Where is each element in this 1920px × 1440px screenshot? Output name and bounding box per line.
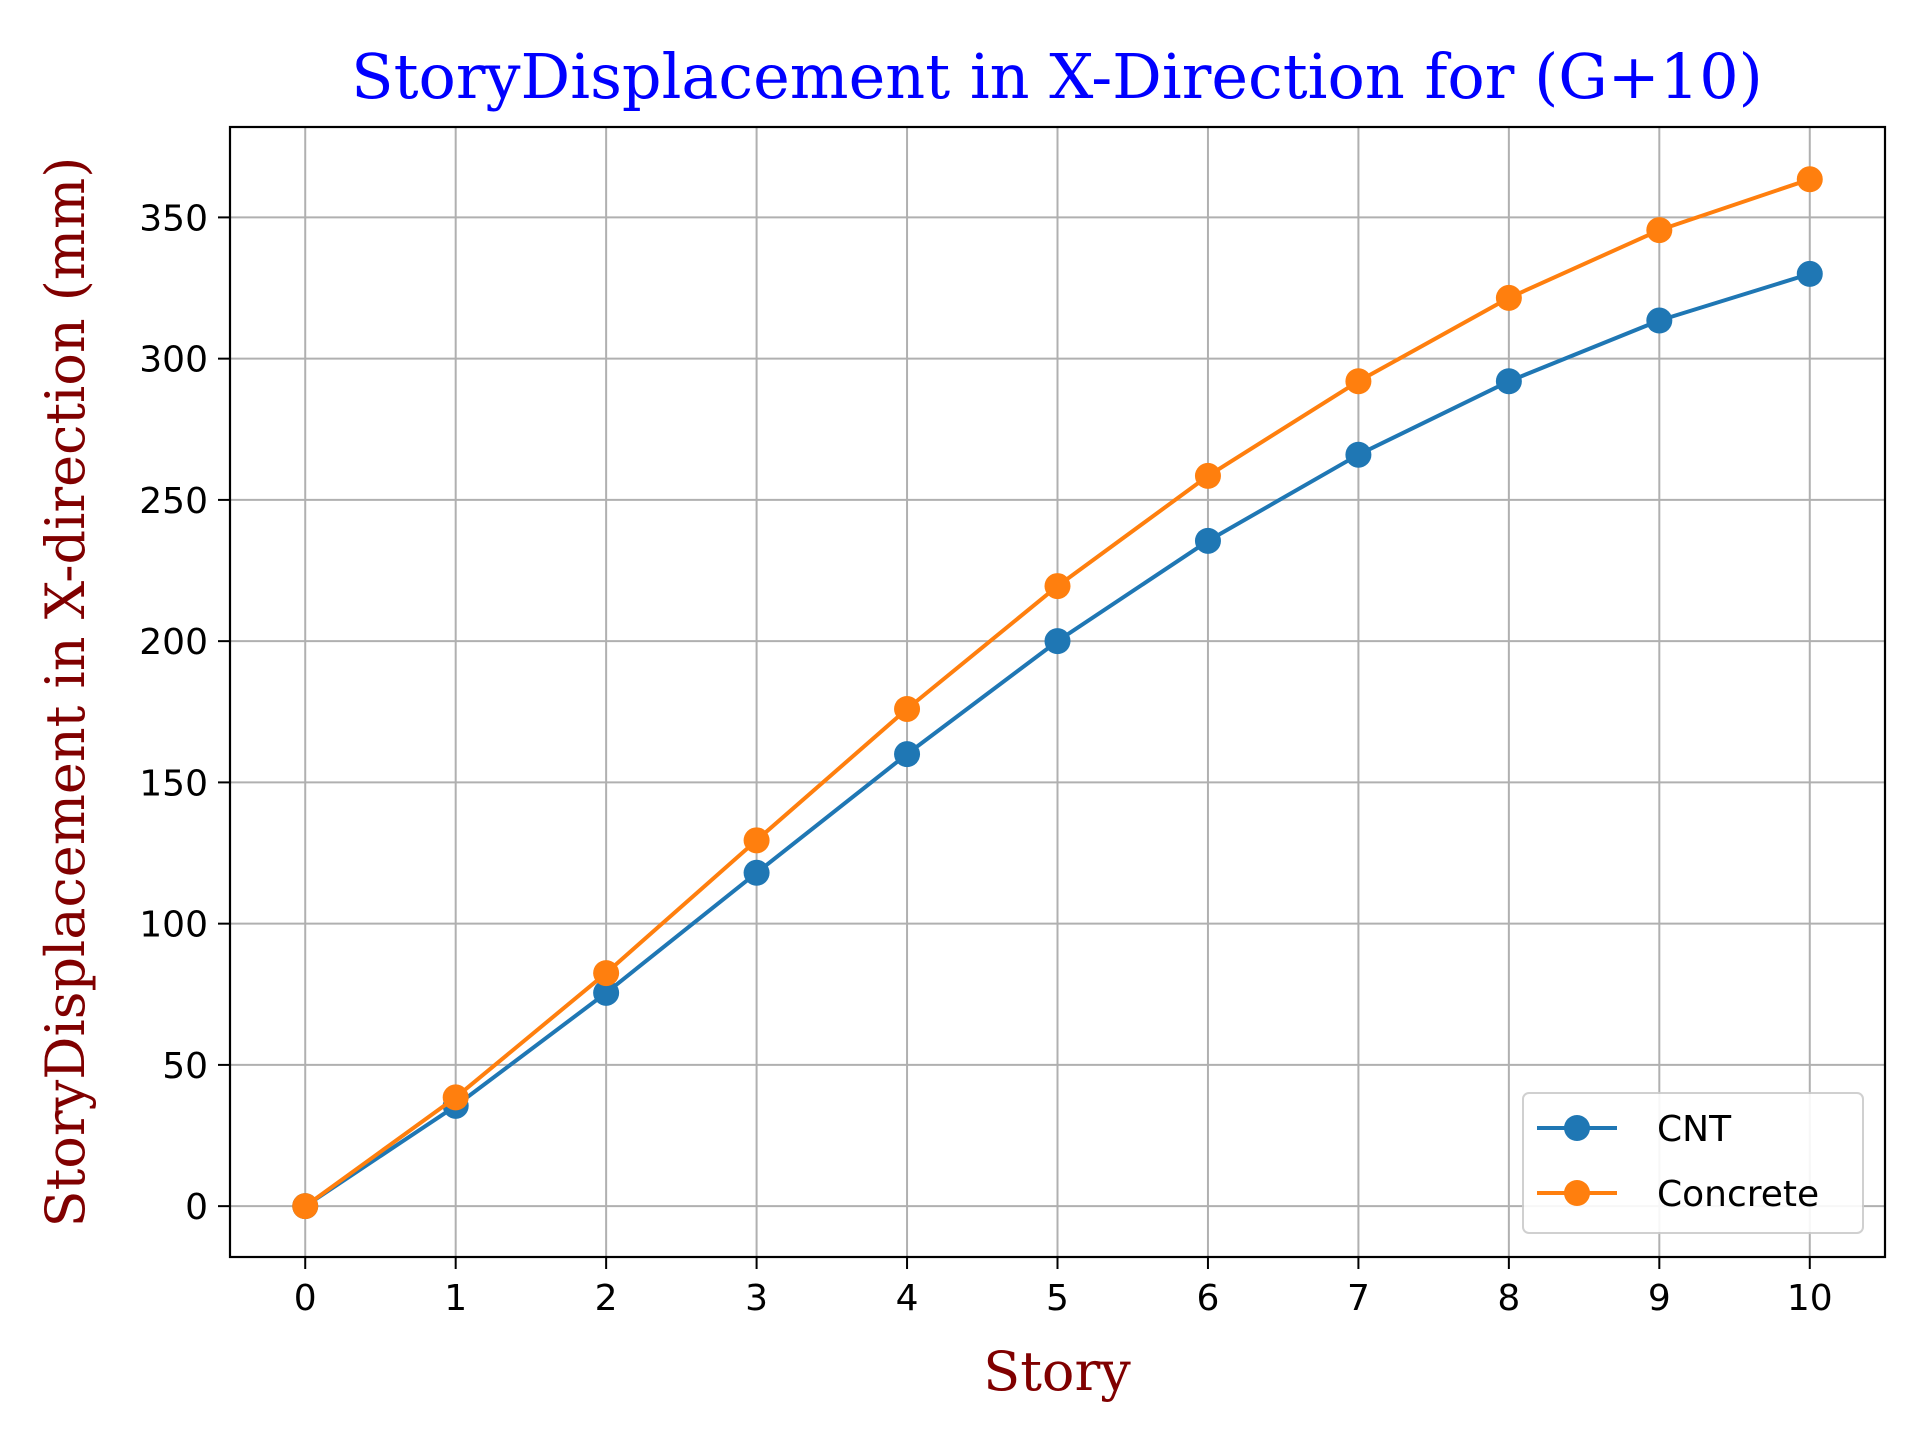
data-point-cnt: [1345, 441, 1372, 468]
data-point-cnt: [1044, 628, 1071, 655]
plot-series: [292, 166, 1823, 1220]
x-tick-label: 8: [1497, 1278, 1520, 1319]
data-point-concrete: [743, 827, 770, 854]
y-tick-label: 300: [139, 340, 208, 381]
x-tick-label: 1: [444, 1278, 467, 1319]
x-tick-label: 3: [745, 1278, 768, 1319]
y-tick-label: 50: [162, 1046, 208, 1087]
data-point-cnt: [1495, 368, 1522, 395]
x-axis-ticks: 0 1 2 3 4 5 6 7 8 9 10: [294, 1257, 1833, 1319]
data-point-concrete: [1044, 573, 1071, 600]
data-point-concrete: [1345, 368, 1372, 395]
x-tick-label: 5: [1046, 1278, 1069, 1319]
legend-cnt-label: CNT: [1657, 1109, 1732, 1150]
x-tick-label: 9: [1648, 1278, 1671, 1319]
x-tick-label: 10: [1787, 1278, 1833, 1319]
x-tick-label: 7: [1347, 1278, 1370, 1319]
x-tick-label: 4: [896, 1278, 919, 1319]
y-axis-ticks: 0 50 100 150 200 250 300 350: [139, 198, 230, 1228]
data-point-concrete: [1194, 462, 1221, 489]
data-point-concrete: [1646, 217, 1673, 244]
y-tick-label: 350: [139, 198, 208, 239]
data-point-cnt: [1796, 260, 1823, 287]
y-tick-label: 150: [139, 763, 208, 804]
y-tick-label: 100: [139, 905, 208, 946]
data-point-concrete: [593, 960, 620, 987]
legend-cnt-marker: [1564, 1115, 1590, 1141]
legend-concrete-marker: [1564, 1180, 1590, 1206]
y-tick-label: 0: [185, 1187, 208, 1228]
data-point-cnt: [894, 741, 921, 768]
series-concrete: [292, 166, 1823, 1220]
legend-concrete-label: Concrete: [1657, 1174, 1819, 1215]
y-tick-label: 250: [139, 481, 208, 522]
data-point-concrete: [1796, 166, 1823, 193]
data-point-concrete: [442, 1084, 469, 1111]
x-tick-label: 0: [294, 1278, 317, 1319]
data-point-concrete: [894, 695, 921, 722]
y-axis-label: StoryDisplacement in X-direction (mm): [34, 157, 97, 1228]
grid: [230, 127, 1885, 1257]
x-axis-label: Story: [983, 1340, 1131, 1403]
data-point-concrete: [1495, 284, 1522, 311]
data-point-cnt: [593, 979, 620, 1006]
x-tick-label: 6: [1197, 1278, 1220, 1319]
data-point-cnt: [1194, 527, 1221, 554]
data-point-cnt: [1646, 307, 1673, 334]
chart-title: StoryDisplacement in X-Direction for (G+…: [351, 40, 1763, 113]
data-point-concrete: [292, 1193, 319, 1220]
legend: CNT Concrete: [1522, 1092, 1864, 1234]
y-tick-label: 200: [139, 622, 208, 663]
data-point-cnt: [743, 859, 770, 886]
x-tick-label: 2: [595, 1278, 618, 1319]
